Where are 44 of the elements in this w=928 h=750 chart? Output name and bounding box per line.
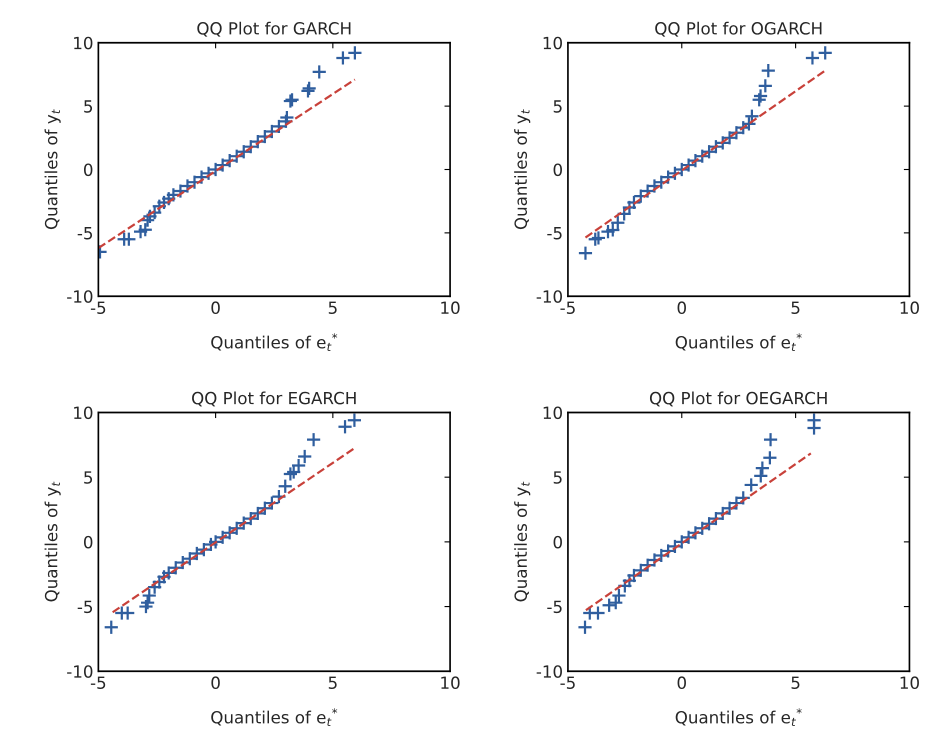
- x-tick-label: 5: [328, 676, 337, 690]
- y-tick-label: -5: [78, 227, 92, 240]
- chart-title: QQ Plot for OGARCH: [655, 22, 822, 37]
- y-tick-label: 0: [84, 536, 92, 548]
- x-tick-label: 0: [211, 301, 220, 314]
- x-axis-title: Quantiles of e$_{t}$$^{*}$: [211, 708, 338, 726]
- y-axis-title: Quantiles of y$_{t}$: [514, 482, 530, 602]
- y-tick-label: -10: [536, 665, 562, 678]
- x-tick-label: 0: [678, 676, 686, 690]
- x-axis-title: Quantiles of e$_{t}$$^{*}$: [211, 333, 338, 352]
- x-tick-label: 10: [441, 676, 460, 690]
- y-axis-title: Quantiles of y$_{t}$: [44, 482, 61, 602]
- chart-title: QQ Plot for GARCH: [197, 22, 350, 37]
- y-tick-label: 5: [84, 471, 92, 484]
- chart-title: QQ Plot for OEGARCH: [650, 392, 827, 406]
- x-axis-title: Quantiles of e$_{t}$$^{*}$: [676, 333, 802, 352]
- y-tick-label: 5: [84, 100, 92, 113]
- y-tick-label: 5: [554, 471, 562, 484]
- x-tick-label: 10: [900, 301, 919, 314]
- y-tick-label: 10: [74, 406, 92, 420]
- y-tick-label: 5: [554, 100, 562, 113]
- x-tick-label: 5: [792, 676, 800, 690]
- x-tick-label: 5: [792, 302, 800, 314]
- y-tick-label: -10: [67, 665, 92, 678]
- x-tick-label: 0: [678, 301, 686, 314]
- x-tick-label: 10: [441, 301, 460, 314]
- y-tick-label: -5: [547, 600, 562, 614]
- y-tick-label: 0: [554, 163, 562, 176]
- x-axis-title: Quantiles of e$_{t}$$^{*}$: [676, 708, 802, 726]
- y-axis-title: Quantiles of y$_{t}$: [514, 109, 530, 230]
- y-tick-label: -10: [67, 290, 92, 303]
- y-tick-label: -10: [536, 290, 562, 303]
- x-tick-label: 10: [900, 676, 919, 690]
- y-tick-label: 10: [544, 36, 562, 50]
- x-tick-label: 5: [328, 302, 337, 314]
- y-tick-label: 0: [554, 536, 562, 548]
- x-tick-label: 0: [211, 676, 220, 690]
- y-tick-label: -5: [78, 600, 92, 614]
- y-axis-title: Quantiles of y$_{t}$: [44, 109, 61, 230]
- chart-title: QQ Plot for EGARCH: [192, 392, 356, 406]
- y-tick-label: -5: [547, 227, 562, 240]
- y-tick-label: 10: [544, 406, 562, 420]
- y-tick-label: 10: [74, 36, 92, 50]
- y-tick-label: 0: [84, 163, 92, 176]
